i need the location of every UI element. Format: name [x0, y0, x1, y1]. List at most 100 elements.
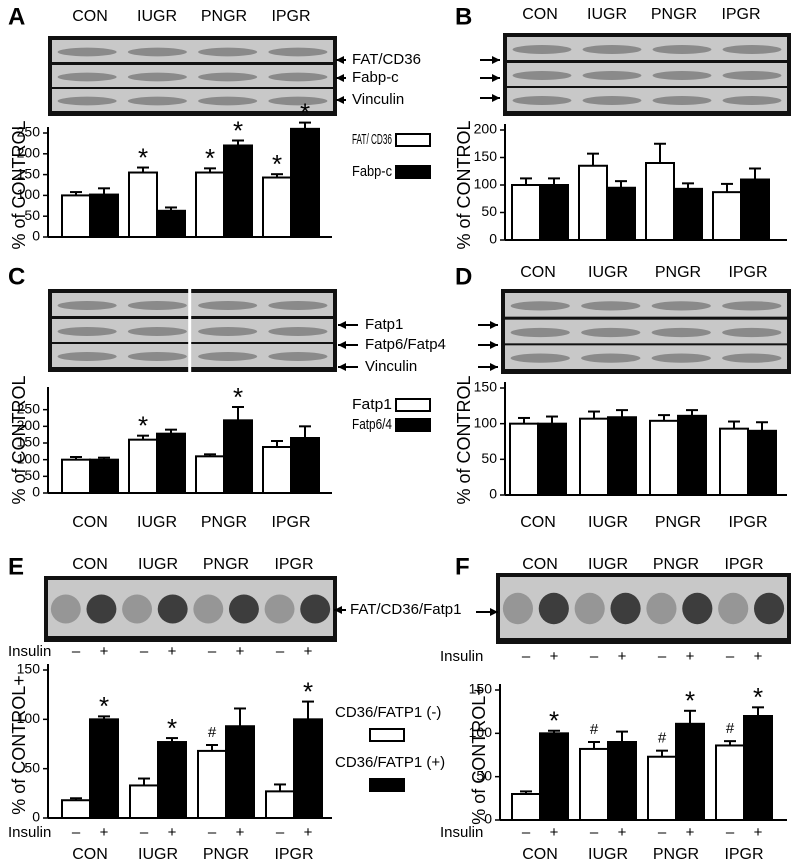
bar — [195, 455, 225, 495]
insulin-sign: – — [726, 824, 735, 841]
bar — [89, 193, 119, 238]
blot-label: FAT/CD36/Fatp1 — [350, 601, 461, 618]
bar — [156, 432, 186, 494]
annotation: * — [300, 97, 310, 127]
category-label: IPGR — [271, 8, 310, 25]
blot-band — [268, 96, 328, 106]
category-label: IPGR — [724, 556, 763, 573]
blot-band — [57, 327, 117, 336]
bar — [61, 458, 91, 494]
category-label: PNGR — [201, 514, 247, 531]
category-label: IPGR — [728, 264, 767, 281]
blot-band — [682, 592, 713, 625]
blot-band — [127, 352, 187, 361]
y-tick-label: 250 — [17, 124, 41, 140]
blot-band — [127, 327, 187, 336]
y-tick-label: 200 — [474, 121, 498, 137]
bar — [673, 187, 703, 242]
category-label: PNGR — [653, 846, 699, 863]
bar — [743, 715, 773, 821]
bar — [509, 422, 539, 496]
blot-band — [198, 96, 258, 106]
bar — [262, 176, 292, 238]
blot-label: FAT/CD36 — [352, 51, 421, 68]
blot-label: Vinculin — [352, 91, 404, 108]
y-tick-label: 100 — [17, 710, 41, 726]
blot-band — [57, 96, 117, 106]
bar — [606, 186, 636, 241]
bar — [539, 732, 569, 821]
annotation: * — [233, 115, 243, 145]
arrow-head — [492, 94, 500, 102]
blot-band — [268, 301, 328, 310]
blot-band — [512, 71, 572, 80]
category-label: IUGR — [588, 514, 628, 531]
blot-band — [652, 45, 712, 54]
bar — [223, 419, 253, 495]
blot-band — [581, 327, 641, 338]
blot-band — [722, 327, 782, 338]
annotation: * — [138, 411, 148, 441]
bar — [197, 749, 227, 820]
insulin-sign: – — [726, 648, 735, 665]
insulin-sign: – — [140, 824, 149, 841]
blot-strip — [505, 319, 787, 344]
insulin-sign: + — [618, 824, 627, 841]
category-label: PNGR — [203, 556, 249, 573]
annotation: # — [208, 724, 217, 741]
insulin-sign: – — [658, 824, 667, 841]
annotation: * — [99, 691, 109, 721]
blot-band — [157, 594, 188, 624]
legend-swatch — [395, 418, 431, 432]
blot-band — [582, 96, 642, 105]
panel-letter: D — [455, 263, 472, 290]
category-label: CON — [72, 514, 108, 531]
legend-label: CD36/FATP1 (+) — [335, 754, 445, 771]
annotation: * — [685, 686, 695, 716]
bar — [511, 793, 541, 821]
bar — [539, 184, 569, 241]
y-tick-label: 100 — [17, 450, 41, 466]
blot-band — [228, 594, 259, 624]
y-tick-label: 100 — [469, 724, 493, 740]
blot-label: Fatp6/Fatp4 — [365, 336, 446, 353]
arrow-head — [336, 96, 344, 104]
bar — [677, 414, 707, 497]
blot-band — [581, 353, 641, 363]
blot-strip — [52, 40, 333, 62]
blot-band — [50, 594, 81, 624]
blot-band — [722, 353, 782, 363]
blot-band — [198, 352, 258, 361]
legend-label: Fatp1 — [352, 396, 392, 413]
category-label: CON — [522, 556, 558, 573]
y-tick-label: 50 — [476, 767, 492, 783]
bar — [607, 416, 637, 497]
blot-band — [718, 592, 749, 625]
bar — [747, 429, 777, 496]
blot-band — [651, 353, 711, 363]
arrow-head — [492, 74, 500, 82]
arrow-head — [490, 363, 498, 371]
annotation: # — [590, 721, 599, 738]
blot-band — [651, 327, 711, 338]
blot-band — [198, 327, 258, 336]
bar — [719, 427, 749, 496]
y-tick-label: 50 — [481, 450, 497, 466]
bar — [293, 718, 323, 819]
arrow-head — [334, 606, 342, 614]
blot-band — [510, 301, 570, 311]
blot-band — [722, 45, 782, 54]
y-tick-label: 150 — [474, 148, 498, 164]
blot-strip — [507, 63, 787, 86]
category-label: PNGR — [655, 514, 701, 531]
blot-band — [300, 594, 331, 624]
insulin-sign: + — [304, 824, 313, 841]
insulin-sign: – — [590, 648, 599, 665]
blot-band — [722, 301, 782, 311]
category-label: CON — [522, 846, 558, 863]
insulin-sign: + — [304, 643, 313, 660]
annotation: * — [167, 713, 177, 743]
blot-band — [268, 352, 328, 361]
panel-letter: B — [455, 3, 472, 30]
y-tick-label: 0 — [489, 231, 497, 247]
